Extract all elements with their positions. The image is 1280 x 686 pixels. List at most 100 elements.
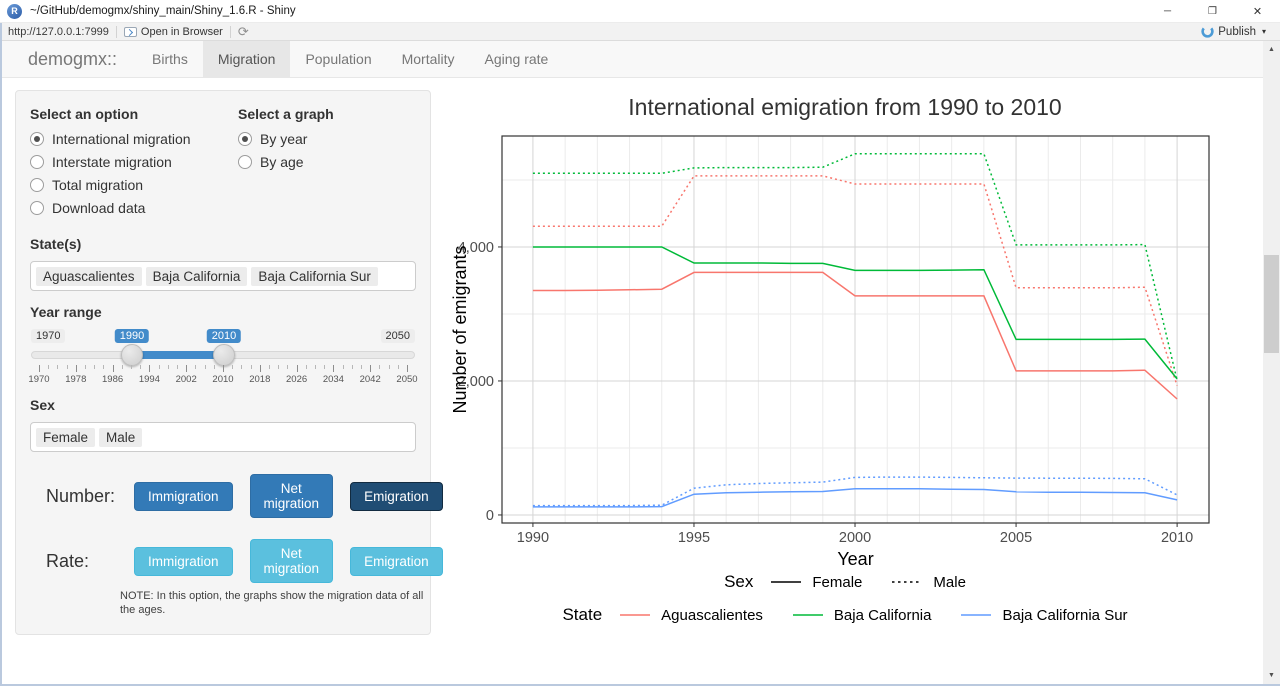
slider-grid-label: 2034 xyxy=(322,374,344,385)
open-in-browser-label: Open in Browser xyxy=(140,25,223,38)
series-baja-california-male xyxy=(532,153,1178,381)
legend-item: Aguascalientes xyxy=(618,607,763,624)
refresh-icon[interactable]: ⟳ xyxy=(237,24,249,39)
number-emigration-button[interactable]: Emigration xyxy=(350,481,443,511)
slider-grid-tick xyxy=(333,365,335,372)
chart-area: 1990 1995 2000 2005 2010 0 2,000 4,000 Year Numbe… xyxy=(450,88,1240,654)
publish-button[interactable]: Publish ▾ xyxy=(1201,25,1266,38)
legend-item: Male xyxy=(890,574,966,591)
vertical-scrollbar[interactable]: ▲ ▼ xyxy=(1263,41,1280,684)
tab-aging-rate[interactable]: Aging rate xyxy=(484,51,549,67)
option-group-label: Select an option xyxy=(30,106,139,122)
tab-births[interactable]: Births xyxy=(152,51,188,67)
series-aguascalientes-male xyxy=(532,175,1178,386)
sex-select-input[interactable]: Female Male xyxy=(30,422,416,452)
slider-grid-tick xyxy=(379,365,381,369)
sex-tag[interactable]: Male xyxy=(99,427,143,447)
radio-label: By year xyxy=(260,131,308,147)
legend-line-sample xyxy=(792,614,823,616)
radio-label: Download data xyxy=(52,200,146,216)
slider-grid-tick xyxy=(213,365,215,369)
number-net-migration-button[interactable]: Net migration xyxy=(249,474,334,518)
radio-total-migration[interactable]: Total migration xyxy=(30,177,238,193)
radio-indicator xyxy=(238,132,252,146)
slider-grid-tick xyxy=(158,365,160,369)
series-aguascalientes-female xyxy=(532,271,1178,400)
slider-grid-tick xyxy=(186,365,188,372)
radio-download-data[interactable]: Download data xyxy=(30,200,238,216)
slider-grid-tick xyxy=(324,365,326,369)
slider-grid-tick xyxy=(167,365,169,369)
slider-grid-tick xyxy=(112,365,114,372)
radio-indicator xyxy=(238,155,252,169)
radio-by-year[interactable]: By year xyxy=(238,131,334,147)
slider-grid-tick xyxy=(370,365,372,372)
slider-selected-bar[interactable] xyxy=(132,351,224,359)
slider-grid-tick xyxy=(407,365,408,372)
slider-grid-tick xyxy=(94,365,96,369)
slider-grid-tick xyxy=(149,365,151,372)
legend-line-sample xyxy=(620,614,651,616)
tab-migration[interactable]: Migration xyxy=(202,41,291,77)
rate-net-migration-button[interactable]: Net migration xyxy=(249,539,334,583)
sex-tag[interactable]: Female xyxy=(36,427,96,447)
state-tag[interactable]: Baja California Sur xyxy=(251,266,378,286)
slider-handle-to[interactable] xyxy=(213,344,235,366)
y-tick-label: 4,000 xyxy=(458,240,494,256)
maximize-button[interactable]: ❐ xyxy=(1208,5,1217,17)
minimize-button[interactable]: ─ xyxy=(1163,5,1172,17)
slider-handle-from[interactable] xyxy=(121,344,143,366)
series-baja-california-sur-male xyxy=(532,476,1178,507)
tab-mortality[interactable]: Mortality xyxy=(401,51,455,67)
state-tag[interactable]: Baja California xyxy=(145,266,248,286)
open-in-browser-button[interactable]: Open in Browser xyxy=(123,25,223,38)
slider-grid-tick xyxy=(85,365,86,369)
slider-grid-label: 2042 xyxy=(359,374,381,385)
slider-grid-tick xyxy=(121,365,123,369)
year-range-slider[interactable]: 1970 2050 1990 2010 1970 1978 1986 1994 2002… xyxy=(28,329,418,387)
browser-window-icon xyxy=(123,26,137,37)
scrollbar-thumb[interactable] xyxy=(1264,255,1279,353)
rate-row-label: Rate: xyxy=(46,550,90,571)
slider-grid-tick xyxy=(397,365,399,369)
number-immigration-button[interactable]: Immigration xyxy=(134,481,233,511)
scroll-up-icon[interactable]: ▲ xyxy=(1268,46,1275,53)
slider-grid-tick xyxy=(39,365,40,372)
state-tag[interactable]: Aguascalientes xyxy=(36,266,142,286)
slider-grid-tick xyxy=(351,365,353,369)
series-baja-california-female xyxy=(532,246,1178,380)
radio-by-age[interactable]: By age xyxy=(238,154,334,170)
radio-label: Total migration xyxy=(52,177,144,193)
y-axis-title: Number of emigrants xyxy=(450,245,470,413)
year-range-label: Year range xyxy=(30,304,102,320)
slider-grid-tick xyxy=(131,365,132,369)
rate-immigration-button[interactable]: Immigration xyxy=(134,546,233,576)
legend-title: Sex xyxy=(724,572,754,591)
slider-grid-tick xyxy=(177,365,178,369)
legend-item-label: Aguascalientes xyxy=(661,606,763,624)
radio-interstate-migration[interactable]: Interstate migration xyxy=(30,154,238,170)
scroll-down-icon[interactable]: ▼ xyxy=(1268,672,1275,679)
states-select-input[interactable]: Aguascalientes Baja California Baja Cali… xyxy=(30,261,416,291)
app-navbar: demogmx:: Births Migration Population Mo… xyxy=(2,41,1263,78)
slider-grid-tick xyxy=(259,365,261,372)
legend-item-label: Female xyxy=(812,573,863,591)
rate-emigration-button[interactable]: Emigration xyxy=(350,546,443,576)
series-baja-california-sur-female xyxy=(532,488,1178,508)
app-brand: demogmx:: xyxy=(28,49,118,69)
sex-label: Sex xyxy=(30,397,55,413)
sidebar-panel: Select an option International migration… xyxy=(15,90,443,635)
slider-grid-tick xyxy=(232,365,234,369)
slider-grid-tick xyxy=(342,365,344,369)
tab-population[interactable]: Population xyxy=(305,51,372,67)
legend-line-sample xyxy=(771,581,802,583)
close-button[interactable]: ✕ xyxy=(1252,5,1263,18)
toolbar-divider xyxy=(229,25,231,38)
toolbar-divider xyxy=(115,25,117,38)
radio-indicator xyxy=(30,132,44,146)
slider-grid-tick xyxy=(296,365,298,372)
slider-grid-label: 2026 xyxy=(286,374,308,385)
x-tick-label: 2010 xyxy=(1161,530,1193,546)
slider-grid-tick xyxy=(75,365,77,372)
radio-international-migration[interactable]: International migration xyxy=(30,131,238,147)
